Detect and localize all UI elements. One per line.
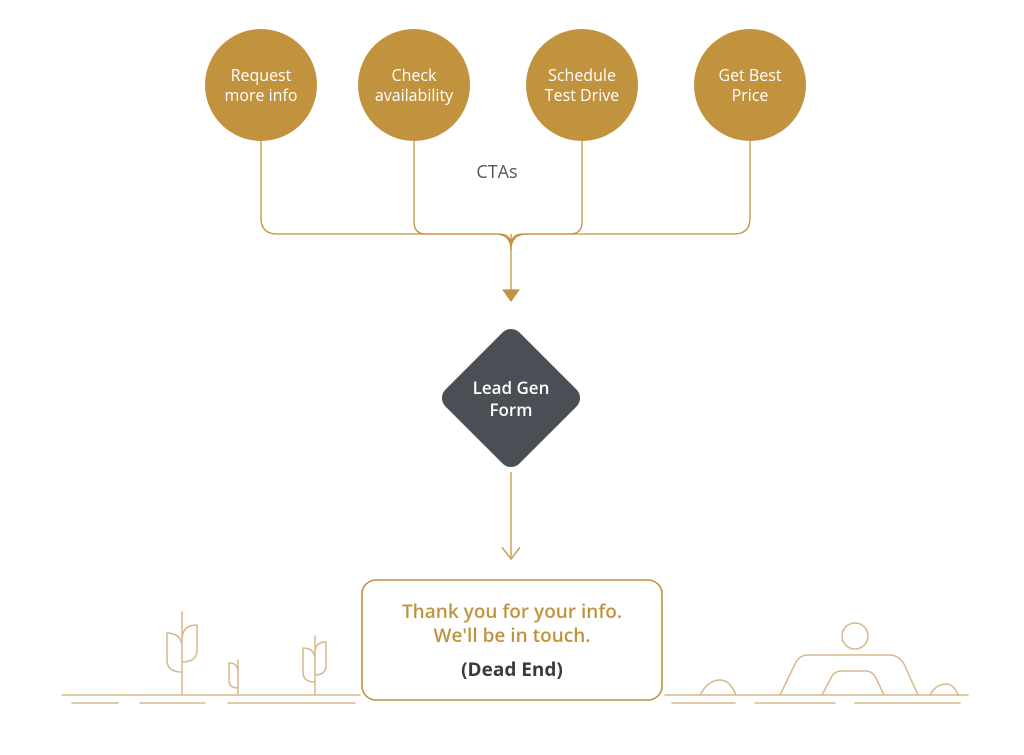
cta-circle-line2: more info bbox=[225, 84, 298, 106]
cta-circles-group: Requestmore info Checkavailability Schedul… bbox=[205, 29, 806, 141]
mesa-icon bbox=[780, 655, 918, 695]
ctas-label: CTAs bbox=[476, 160, 517, 184]
lead-gen-diamond: Lead GenForm bbox=[437, 324, 585, 472]
cta-circle-1: Checkavailability bbox=[358, 29, 470, 141]
connector-path bbox=[511, 141, 582, 246]
thankyou-line1b: We'll be in touch. bbox=[434, 622, 591, 648]
connector-path bbox=[511, 141, 750, 250]
cta-circle-3: Get BestPrice bbox=[694, 29, 806, 141]
connector-path bbox=[414, 141, 511, 246]
arrow-to-diamond bbox=[502, 289, 520, 302]
cta-circle-2: ScheduleTest Drive bbox=[526, 29, 638, 141]
cta-circle-line1: Check bbox=[392, 64, 438, 86]
diamond-line1: Lead Gen bbox=[473, 376, 550, 399]
diamond-to-box-connector bbox=[502, 472, 520, 559]
cactus-icon bbox=[303, 636, 326, 695]
cta-circle-0: Requestmore info bbox=[205, 29, 317, 141]
thankyou-box: Thank you for your info.We'll be in touc… bbox=[362, 580, 662, 700]
cta-circle-line2: Test Drive bbox=[545, 84, 619, 106]
thankyou-line2: (Dead End) bbox=[461, 656, 563, 682]
cta-circle-line2: Price bbox=[732, 84, 769, 106]
cta-circle-line1: Schedule bbox=[548, 64, 616, 86]
cta-circle-line1: Request bbox=[231, 64, 292, 86]
cta-circle-line1: Get Best bbox=[718, 64, 781, 86]
cactus-icon bbox=[167, 612, 197, 695]
thankyou-line1a: Thank you for your info. bbox=[402, 598, 622, 624]
cta-circle-line2: availability bbox=[375, 84, 454, 106]
ground-left bbox=[62, 695, 360, 703]
cactus-icon bbox=[229, 660, 238, 695]
ground-right bbox=[665, 695, 968, 703]
sun-icon bbox=[842, 623, 868, 649]
diamond-line2: Form bbox=[490, 398, 533, 421]
